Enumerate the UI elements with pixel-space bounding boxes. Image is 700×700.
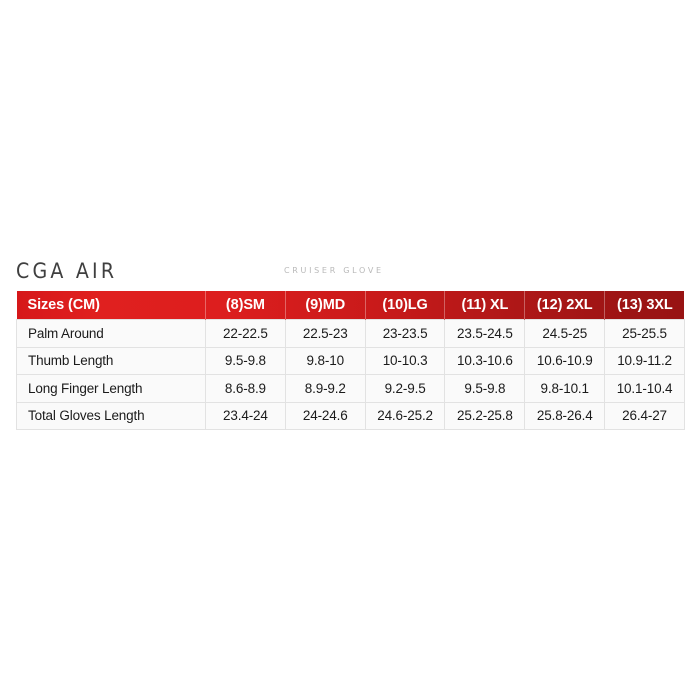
column-header-xl: (11) XL	[444, 291, 526, 320]
cell-long-finger-length-2xl: 9.8-10.1	[524, 374, 606, 403]
cell-thumb-length-sm: 9.5-9.8	[205, 346, 286, 375]
brand-header: CGA AIR CRUISER GLOVE	[16, 258, 684, 290]
cell-long-finger-length-xl: 9.5-9.8	[444, 374, 526, 403]
cell-long-finger-length-md: 8.9-9.2	[284, 374, 366, 403]
cell-total-gloves-length-md: 24-24.6	[284, 401, 366, 430]
row-label-total-gloves-length: Total Gloves Length	[16, 401, 206, 430]
table-header: Sizes (CM) (8)SM (9)MD (10)LG (11) XL (1…	[16, 291, 685, 320]
table-body: Palm Around 22-22.5 22.5-23 23-23.5 23.5…	[16, 319, 685, 430]
brand-logo: CGA AIR	[16, 259, 118, 284]
cell-thumb-length-xl: 10.3-10.6	[444, 346, 526, 375]
table-row: Total Gloves Length 23.4-24 24-24.6 24.6…	[16, 401, 685, 430]
table-header-row: Sizes (CM) (8)SM (9)MD (10)LG (11) XL (1…	[16, 291, 685, 320]
table-row: Palm Around 22-22.5 22.5-23 23-23.5 23.5…	[16, 319, 685, 348]
cell-palm-around-lg: 23-23.5	[364, 319, 446, 348]
row-label-long-finger-length: Long Finger Length	[16, 374, 206, 403]
cell-palm-around-3xl: 25-25.5	[604, 319, 685, 348]
cell-thumb-length-lg: 10-10.3	[364, 346, 446, 375]
cell-thumb-length-3xl: 10.9-11.2	[604, 346, 685, 375]
cell-long-finger-length-3xl: 10.1-10.4	[604, 374, 685, 403]
cell-palm-around-sm: 22-22.5	[205, 319, 286, 348]
row-label-palm-around: Palm Around	[16, 319, 206, 348]
table-row: Thumb Length 9.5-9.8 9.8-10 10-10.3 10.3…	[16, 346, 685, 375]
table-row: Long Finger Length 8.6-8.9 8.9-9.2 9.2-9…	[16, 374, 685, 403]
cell-long-finger-length-lg: 9.2-9.5	[364, 374, 446, 403]
column-header-sizes: Sizes (CM)	[16, 291, 206, 320]
cell-total-gloves-length-2xl: 25.8-26.4	[524, 401, 606, 430]
cell-thumb-length-md: 9.8-10	[284, 346, 366, 375]
cell-palm-around-md: 22.5-23	[284, 319, 366, 348]
cell-palm-around-2xl: 24.5-25	[524, 319, 606, 348]
cell-total-gloves-length-lg: 24.6-25.2	[364, 401, 446, 430]
cell-palm-around-xl: 23.5-24.5	[444, 319, 526, 348]
cell-total-gloves-length-3xl: 26.4-27	[604, 401, 685, 430]
column-header-sm: (8)SM	[205, 291, 286, 320]
column-header-lg: (10)LG	[365, 291, 446, 320]
column-header-3xl: (13) 3XL	[617, 297, 673, 313]
cell-total-gloves-length-sm: 23.4-24	[205, 401, 286, 430]
size-chart-table: Sizes (CM) (8)SM (9)MD (10)LG (11) XL (1…	[16, 291, 685, 430]
cell-total-gloves-length-xl: 25.2-25.8	[444, 401, 526, 430]
row-label-thumb-length: Thumb Length	[16, 346, 206, 375]
cell-thumb-length-2xl: 10.6-10.9	[524, 346, 606, 375]
cell-long-finger-length-sm: 8.6-8.9	[205, 374, 286, 403]
column-header-2xl: (12) 2XL	[524, 291, 606, 320]
column-header-md: (9)MD	[285, 291, 366, 320]
brand-subtitle: CRUISER GLOVE	[284, 266, 384, 275]
